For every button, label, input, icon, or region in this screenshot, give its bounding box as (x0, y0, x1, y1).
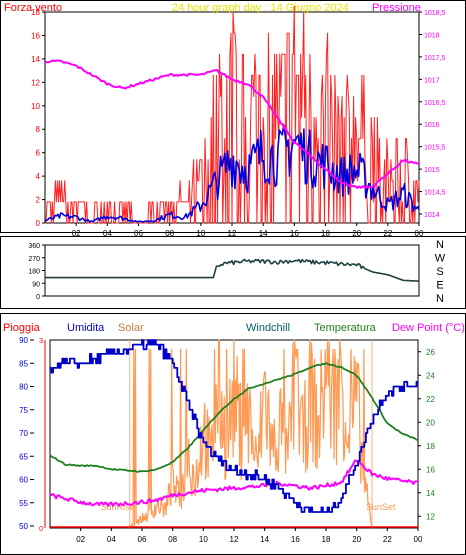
compass-label: S (436, 266, 443, 278)
direction-plot-area (44, 244, 420, 297)
wind-y-tick-label: 14 (31, 55, 40, 64)
solar-series-line (129, 339, 373, 529)
compass-label: N (436, 293, 444, 305)
wind-y-tick-label: 4 (36, 172, 41, 181)
pressure-y-tick-label: 1018 (424, 32, 440, 39)
humidity-y-tick-label: 50 (19, 522, 28, 531)
temp-y-tick-label: 12 (426, 512, 435, 521)
pressure-y-tick-label: 1015,5 (424, 145, 446, 152)
wind-x-tick-label: 14 (259, 229, 268, 238)
legend-temperatura: Temperatura (314, 322, 377, 334)
wind-series-line (45, 124, 420, 223)
wind-axis-title: Forza vento (4, 2, 62, 14)
pressure-y-tick-label: 1014,5 (424, 190, 446, 197)
wind-x-tick-label: 12 (228, 229, 237, 238)
pressure-y-tick-label: 1014 (424, 212, 440, 219)
direction-y-tick-label: 90 (32, 281, 40, 288)
pressure-y-tick-label: 1017,5 (424, 55, 446, 62)
direction-series-line (45, 258, 419, 282)
temp-x-tick-label: 02 (76, 535, 85, 544)
chart-title: 24 hour graph day : 14 Giugno 2024 (172, 2, 349, 14)
humidity-series-line (50, 339, 418, 513)
temp-y-tick-label: 24 (426, 371, 435, 380)
wind-x-tick-label: 18 (321, 229, 330, 238)
pressure-y-tick-label: 1016,5 (424, 100, 446, 107)
temp-y-tick-label: 18 (426, 442, 435, 451)
sunrise-label: SunRise (101, 502, 135, 512)
chart-marks: 02 04 06 08 10 12 14 16 18 20 22 000246810121416181… (19, 5, 446, 544)
temp-x-tick-label: 00 (414, 535, 423, 544)
direction-y-tick-label: 360 (28, 243, 40, 250)
wind-y-tick-label: 18 (31, 8, 40, 17)
gust-series-line (45, 5, 420, 224)
wind-y-tick-label: 2 (36, 196, 41, 205)
temp-y-tick-label: 20 (426, 418, 435, 427)
wind-x-tick-label: 08 (165, 229, 174, 238)
temp-y-tick-label: 22 (426, 395, 435, 404)
humidity-y-tick-label: 70 (19, 429, 28, 438)
compass-label: W (435, 253, 446, 265)
wind-x-tick-label: 02 (72, 229, 81, 238)
temp-x-tick-label: 18 (322, 535, 331, 544)
wind-y-tick-label: 6 (36, 149, 41, 158)
pressure-y-tick-label: 1016 (424, 122, 440, 129)
wind-y-tick-label: 8 (36, 125, 41, 134)
temp-x-tick-label: 16 (291, 535, 300, 544)
temp-x-tick-label: 14 (260, 535, 269, 544)
wind-x-tick-label: 16 (290, 229, 299, 238)
temp-x-tick-label: 06 (138, 535, 147, 544)
temp-y-tick-label: 26 (426, 348, 435, 357)
wind-y-tick-label: 0 (36, 219, 41, 228)
temp-x-tick-label: 10 (199, 535, 208, 544)
wind-x-tick-label: 06 (134, 229, 143, 238)
rain-y-tick-label: 3 (39, 338, 43, 345)
legend-umidita: Umidita (67, 322, 105, 334)
compass-label: E (436, 280, 443, 292)
humidity-y-tick-label: 80 (19, 383, 28, 392)
temperature-series-line (49, 362, 419, 473)
direction-y-tick-label: 0 (36, 294, 40, 301)
rain-y-tick-label: 0 (39, 526, 43, 533)
wind-x-tick-label: 22 (383, 229, 392, 238)
temp-y-tick-label: 14 (426, 489, 435, 498)
legend-pioggia: Pioggia (3, 322, 41, 334)
wind-x-tick-label: 10 (196, 229, 205, 238)
humidity-y-tick-label: 90 (19, 336, 28, 345)
direction-y-tick-label: 180 (28, 269, 40, 276)
legend-windchill: Windchill (246, 322, 290, 334)
wind-x-tick-label: 20 (352, 229, 361, 238)
temp-x-tick-label: 20 (352, 535, 361, 544)
humidity-y-tick-label: 60 (19, 476, 28, 485)
legend-solar: Solar (118, 322, 144, 334)
dewpoint-series-line (49, 459, 419, 507)
temp-x-tick-label: 08 (168, 535, 177, 544)
wind-y-tick-label: 16 (31, 31, 40, 40)
sunset-label: SunSet (366, 502, 396, 512)
humidity-y-tick-label: 85 (19, 359, 28, 368)
wind-x-tick-label: 00 (415, 229, 424, 238)
direction-y-tick-label: 270 (28, 256, 40, 263)
humidity-y-tick-label: 75 (19, 406, 28, 415)
humidity-y-tick-label: 55 (19, 499, 28, 508)
temp-x-tick-label: 04 (107, 535, 116, 544)
pressure-axis-title: Pressione (372, 2, 421, 14)
pressure-y-tick-label: 1018,5 (424, 10, 446, 17)
pressure-y-tick-label: 1017 (424, 77, 440, 84)
compass-label: N (436, 239, 444, 251)
pressure-y-tick-label: 1015 (424, 167, 440, 174)
wind-x-tick-label: 04 (103, 229, 112, 238)
wind-y-tick-label: 10 (31, 102, 40, 111)
temp-x-tick-label: 22 (383, 535, 392, 544)
humidity-y-tick-label: 65 (19, 452, 28, 461)
legend-dewpoint: Dew Point (°C) (392, 322, 465, 334)
temp-x-tick-label: 12 (230, 535, 239, 544)
wind-y-tick-label: 12 (31, 78, 40, 87)
pressure-series-line (44, 59, 420, 189)
temp-y-tick-label: 16 (426, 465, 435, 474)
